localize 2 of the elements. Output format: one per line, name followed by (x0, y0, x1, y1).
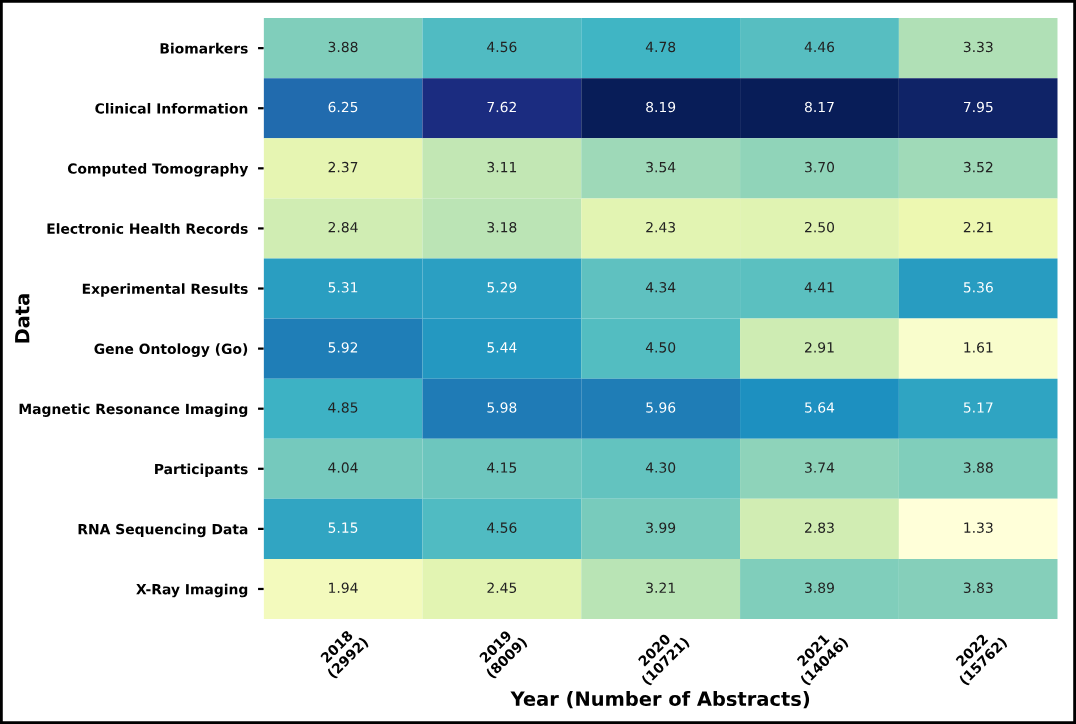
x-axis-title: Year (Number of Abstracts) (510, 691, 810, 709)
y-axis-title: Data (15, 294, 30, 343)
